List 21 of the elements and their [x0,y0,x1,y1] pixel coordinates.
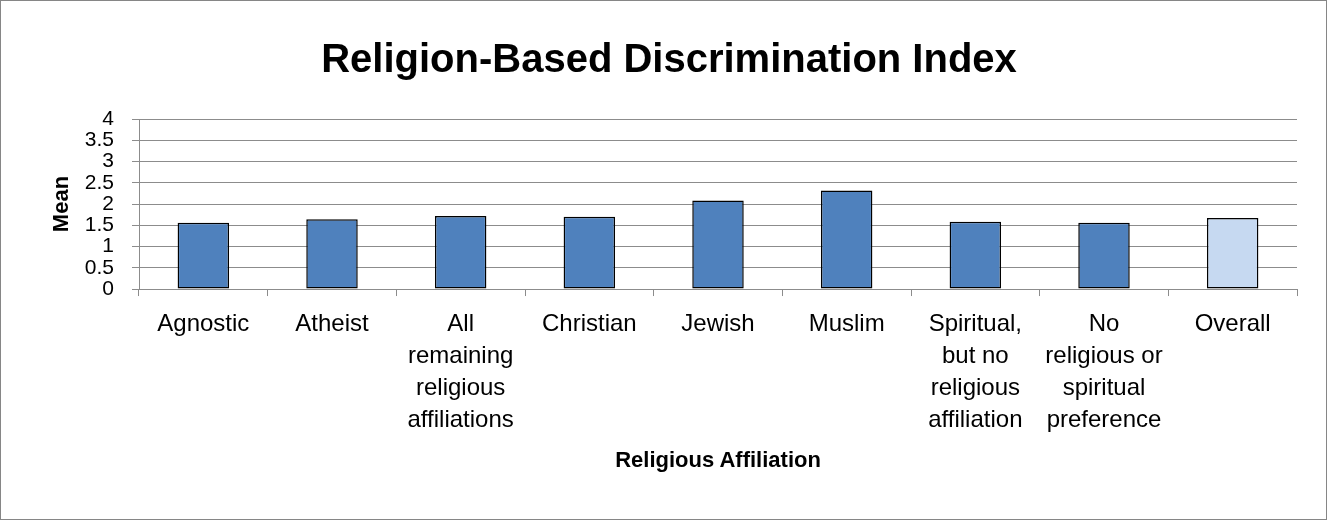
y-tick-label: 4 [102,105,115,129]
y-tick-label: 1.5 [84,212,114,236]
chart-title: Religion-Based Discrimination Index [321,36,1017,81]
x-tick-label: Jewish [681,308,755,336]
y-tick-label: 0 [102,275,114,299]
y-tick-label: 2 [102,190,114,214]
x-tick-label: Agnostic [157,308,250,336]
x-axis-title: Religious Affiliation [615,447,821,473]
x-tick-label: No religious or spiritual preference [1045,308,1163,432]
y-axis-title: Mean [48,175,74,233]
y-tick-label: 3 [102,148,114,172]
x-tick-label: Overall [1194,308,1271,336]
y-tick-label: 3.5 [84,127,114,151]
y-tick-label: 2.5 [84,169,114,193]
x-tick-label: Muslim [808,308,885,336]
x-tick-label: Spiritual, but no religious affiliation [928,308,1023,432]
x-tick-label: Atheist [295,308,370,336]
y-tick-label: 0.5 [84,254,114,278]
x-tick-label: Christian [541,308,637,336]
x-tick-label: All remaining religious affiliations [407,308,514,432]
y-tick-label: 1 [102,233,114,257]
